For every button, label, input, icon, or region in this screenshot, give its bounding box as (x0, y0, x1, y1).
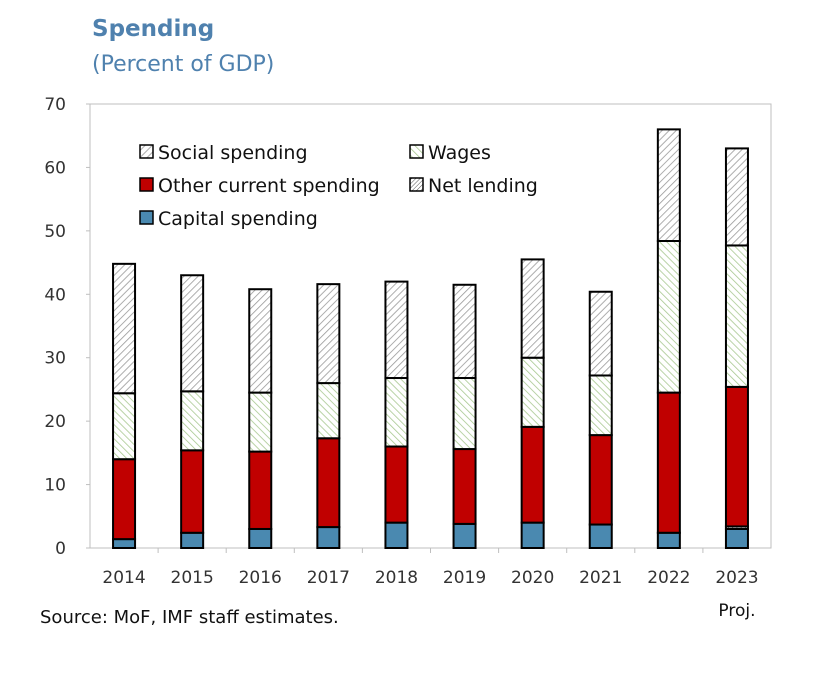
x-tick-label: 2021 (579, 568, 622, 588)
bar-segment-other-current-spending (452, 448, 477, 525)
bar-segment-social-spending (180, 274, 205, 393)
bar-segment-capital-spending (248, 527, 273, 550)
y-tick-label: 10 (44, 476, 66, 496)
chart-subtitle: (Percent of GDP) (92, 52, 275, 77)
legend-label: Net lending (428, 175, 538, 197)
bar-segment-social-spending (316, 283, 341, 385)
y-tick-label: 30 (44, 349, 66, 369)
bar-segment-wages (724, 244, 749, 388)
bar-segment-social-spending (452, 283, 477, 380)
bar-segment-social-spending (588, 290, 613, 377)
legend-swatch (139, 144, 154, 159)
bar-segment-other-current-spending (316, 437, 341, 529)
bar-segment-wages (248, 391, 273, 453)
x-tick-label: 2018 (375, 568, 418, 588)
x-tick-label: 2020 (511, 568, 554, 588)
bar-segment-wages (112, 392, 137, 461)
bar-segment-wages (520, 356, 545, 428)
bar-segment-social-spending (384, 280, 409, 380)
legend-label: Wages (428, 142, 491, 164)
bar-segment-wages (452, 377, 477, 451)
bar-segment-wages (656, 240, 681, 394)
bar-segment-capital-spending (520, 521, 545, 550)
legend-label: Capital spending (158, 208, 318, 230)
y-tick-label: 20 (44, 412, 66, 432)
projection-note: Proj. (718, 601, 755, 621)
bar-segment-capital-spending (656, 531, 681, 550)
bar-segment-other-current-spending (588, 434, 613, 526)
y-tick-label: 70 (44, 95, 66, 115)
bar-segment-other-current-spending (180, 449, 205, 534)
bar-segment-social-spending (520, 258, 545, 359)
legend-swatch (139, 177, 154, 192)
bar-segment-other-current-spending (248, 450, 273, 530)
bar-segment-capital-spending (316, 526, 341, 549)
y-tick-label: 50 (44, 222, 66, 242)
bar-segment-wages (588, 374, 613, 437)
legend-label: Social spending (158, 142, 308, 164)
y-tick-label: 40 (44, 285, 66, 305)
bar-segment-other-current-spending (520, 425, 545, 524)
bar-segment-social-spending (112, 262, 137, 395)
bar-segment-social-spending (724, 147, 749, 247)
bar-segment-capital-spending (588, 523, 613, 550)
bar-segment-capital-spending (112, 538, 137, 549)
bar-segment-social-spending (656, 128, 681, 243)
bar-segment-capital-spending (180, 531, 205, 550)
x-tick-label: 2014 (102, 568, 145, 588)
x-tick-label: 2019 (443, 568, 486, 588)
x-tick-label: 2017 (307, 568, 350, 588)
bar-segment-wages (384, 377, 409, 448)
y-tick-label: 60 (44, 158, 66, 178)
x-tick-label: 2023 (715, 568, 758, 588)
bar-segment-wages (316, 382, 341, 440)
bar-segment-capital-spending (724, 527, 749, 550)
legend-swatch (139, 210, 154, 225)
x-tick-label: 2022 (647, 568, 690, 588)
bar-segment-social-spending (248, 288, 273, 394)
bar-segment-capital-spending (384, 521, 409, 550)
x-tick-label: 2016 (239, 568, 282, 588)
legend-swatch (409, 144, 424, 159)
chart-title: Spending (92, 16, 215, 42)
y-tick-label: 0 (55, 539, 66, 559)
source-note: Source: MoF, IMF staff estimates. (40, 607, 339, 628)
bar-segment-wages (180, 390, 205, 452)
legend-swatch (409, 177, 424, 192)
bar-segment-other-current-spending (656, 391, 681, 534)
bar-segment-other-current-spending (112, 458, 137, 541)
legend-label: Other current spending (158, 175, 380, 197)
bar-segment-capital-spending (452, 522, 477, 550)
bar-segment-other-current-spending (724, 385, 749, 528)
bar-segment-other-current-spending (384, 445, 409, 524)
x-tick-label: 2015 (171, 568, 214, 588)
